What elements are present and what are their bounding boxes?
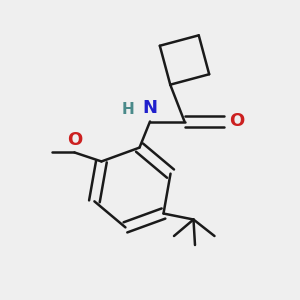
Text: H: H xyxy=(122,102,135,117)
Text: N: N xyxy=(142,99,158,117)
Text: O: O xyxy=(230,112,245,130)
Text: O: O xyxy=(67,131,82,149)
